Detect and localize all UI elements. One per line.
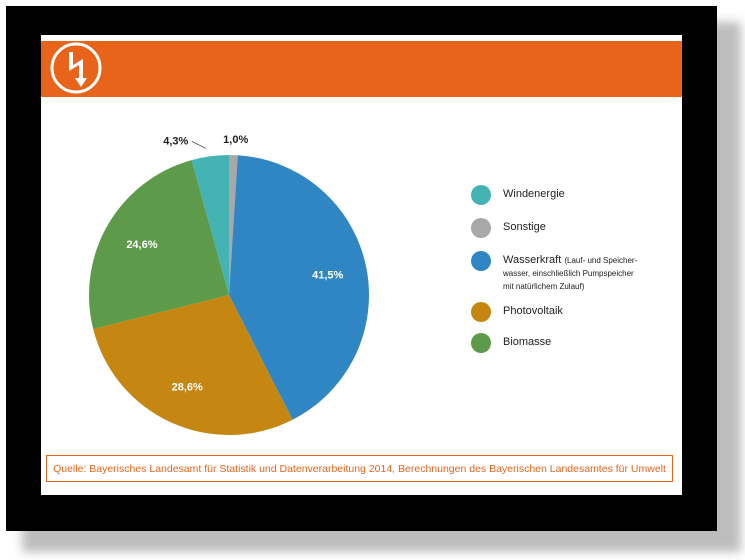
pie-slice-photovoltaik (93, 295, 293, 435)
legend-item-wasserkraft: Wasserkraft (Lauf- und Speicher- wasser,… (471, 251, 637, 293)
legend-label-windenergie: Windenergie (503, 188, 565, 200)
legend-note-wasserkraft-3: mit natürlichem Zulauf) (503, 282, 585, 291)
legend-label-wasserkraft-main: Wasserkraft (503, 254, 562, 266)
pie-slice-biomasse (88, 160, 229, 329)
legend-note-wasserkraft-2: wasser, einschließlich Pumpspeicher (503, 269, 634, 278)
pie-label-wasserkraft: 41,5% (312, 270, 343, 282)
pie-slice-windenergie (191, 155, 229, 295)
pie-label-windenergie: 4,3% (163, 135, 188, 147)
pie-chart: 1,0% 41,5% 28,6% 24,6% 4,3% (88, 134, 370, 435)
legend-swatch-windenergie (471, 185, 491, 205)
legend-swatch-photovoltaik (471, 302, 491, 322)
pie-leader-windenergie (191, 141, 206, 149)
pie-label-sonstige: 1,0% (223, 134, 248, 146)
legend-swatch-sonstige (471, 218, 491, 238)
legend-item-biomasse: Biomasse (471, 333, 551, 353)
pie-slice-sonstige (229, 155, 238, 295)
source-note: Quelle: Bayerisches Landesamt für Statis… (46, 455, 673, 482)
legend-label-biomasse: Biomasse (503, 336, 552, 348)
legend-item-windenergie: Windenergie (471, 185, 565, 205)
legend-label-photovoltaik: Photovoltaik (503, 305, 563, 317)
lightning-bolt-icon (50, 42, 102, 94)
pie-label-photovoltaik: 28,6% (172, 382, 203, 394)
legend-swatch-biomasse (471, 333, 491, 353)
pie-slice-wasserkraft (229, 155, 370, 420)
legend-label-wasserkraft: Wasserkraft (Lauf- und Speicher- wasser,… (503, 251, 637, 293)
header-bar (41, 41, 682, 97)
pie-label-biomasse: 24,6% (126, 239, 157, 251)
legend-swatch-wasserkraft (471, 251, 491, 271)
legend-item-sonstige: Sonstige (471, 218, 546, 238)
legend-item-photovoltaik: Photovoltaik (471, 302, 563, 322)
legend-label-sonstige: Sonstige (503, 221, 546, 233)
slide: 1,0% 41,5% 28,6% 24,6% 4,3% Windenergie Sons… (41, 35, 682, 495)
legend-note-wasserkraft-1: (Lauf- und Speicher- (564, 256, 638, 265)
